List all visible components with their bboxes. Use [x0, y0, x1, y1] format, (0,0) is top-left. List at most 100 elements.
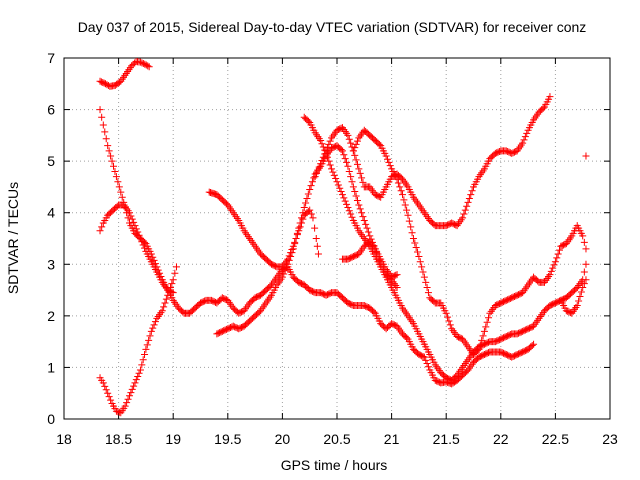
- data-point: [326, 137, 334, 145]
- y-tick-label: 0: [47, 411, 55, 427]
- data-point: [550, 261, 558, 269]
- data-point: [485, 314, 493, 322]
- data-point: [105, 147, 113, 155]
- data-series: [96, 201, 177, 297]
- data-point: [332, 175, 340, 183]
- data-point: [103, 81, 111, 89]
- data-point: [403, 206, 411, 214]
- data-point: [142, 61, 150, 69]
- data-point: [343, 200, 351, 208]
- data-point: [582, 260, 590, 268]
- data-point: [108, 157, 116, 165]
- data-point: [424, 363, 432, 371]
- data-point: [169, 289, 177, 297]
- data-point: [319, 143, 327, 151]
- y-tick-label: 7: [47, 50, 55, 66]
- data-point: [408, 229, 416, 237]
- data-point: [98, 113, 106, 121]
- data-point: [580, 280, 588, 288]
- data-point: [393, 175, 401, 183]
- data-point: [284, 260, 292, 268]
- data-point: [464, 198, 472, 206]
- data-point: [423, 283, 431, 291]
- x-tick-label: 20.5: [323, 431, 350, 447]
- data-series: [96, 263, 180, 417]
- data-point: [310, 174, 318, 182]
- data-point: [555, 246, 563, 254]
- data-point: [397, 187, 405, 195]
- data-point: [308, 178, 316, 186]
- data-point: [523, 129, 531, 137]
- x-axis-ticks: 18 18.5 19 19.5 20 20.5 21 21.5 22 22.5 23: [56, 58, 618, 447]
- data-series: [96, 106, 538, 388]
- data-point: [323, 144, 331, 152]
- data-point: [117, 188, 125, 196]
- data-point: [317, 137, 325, 145]
- data-point: [374, 253, 382, 261]
- data-point: [319, 153, 327, 161]
- data-point: [356, 169, 364, 177]
- data-point: [479, 332, 487, 340]
- data-point: [135, 231, 143, 239]
- data-point: [419, 268, 427, 276]
- data-point: [315, 163, 323, 171]
- data-point: [375, 140, 383, 148]
- data-point: [161, 299, 169, 307]
- data-point: [114, 178, 122, 186]
- data-point: [483, 318, 491, 326]
- data-point: [551, 258, 559, 266]
- data-point: [547, 267, 555, 275]
- x-axis-label: GPS time / hours: [281, 457, 388, 473]
- data-point: [528, 342, 536, 350]
- data-point: [101, 382, 109, 390]
- data-point: [375, 256, 383, 264]
- data-point: [124, 395, 132, 403]
- data-point: [418, 263, 426, 271]
- data-point: [96, 227, 104, 235]
- data-point: [102, 386, 110, 394]
- data-point: [138, 361, 146, 369]
- data-point: [352, 140, 360, 148]
- data-point: [358, 209, 366, 217]
- data-point: [349, 183, 357, 191]
- data-points: [96, 58, 590, 417]
- data-point: [325, 140, 333, 148]
- data-point: [415, 253, 423, 261]
- data-point: [446, 321, 454, 329]
- data-point: [99, 121, 107, 129]
- data-point: [582, 276, 590, 284]
- data-point: [582, 245, 590, 253]
- data-point: [104, 142, 112, 150]
- data-point: [99, 379, 107, 387]
- data-point: [141, 351, 149, 359]
- data-point: [463, 202, 471, 210]
- data-point: [393, 271, 401, 279]
- data-point: [126, 209, 134, 217]
- data-point: [104, 389, 112, 397]
- data-point: [351, 151, 359, 159]
- data-point: [359, 178, 367, 186]
- data-point: [296, 219, 304, 227]
- data-point: [278, 273, 286, 281]
- data-point: [131, 379, 139, 387]
- data-point: [292, 235, 300, 242]
- data-point: [299, 215, 307, 223]
- data-point: [553, 254, 561, 262]
- data-point: [340, 194, 348, 202]
- data-point: [303, 195, 311, 203]
- data-point: [127, 212, 135, 220]
- data-point: [422, 278, 430, 286]
- data-point: [101, 128, 109, 136]
- data-point: [579, 283, 587, 291]
- data-point: [347, 139, 355, 147]
- data-point: [341, 197, 349, 205]
- data-point: [399, 191, 407, 199]
- data-point: [114, 408, 122, 416]
- data-point: [420, 353, 428, 361]
- data-point: [400, 196, 408, 204]
- data-point: [111, 167, 119, 175]
- x-tick-label: 20: [275, 431, 291, 447]
- data-point: [132, 225, 140, 233]
- data-series: [311, 93, 554, 230]
- data-point: [132, 376, 140, 384]
